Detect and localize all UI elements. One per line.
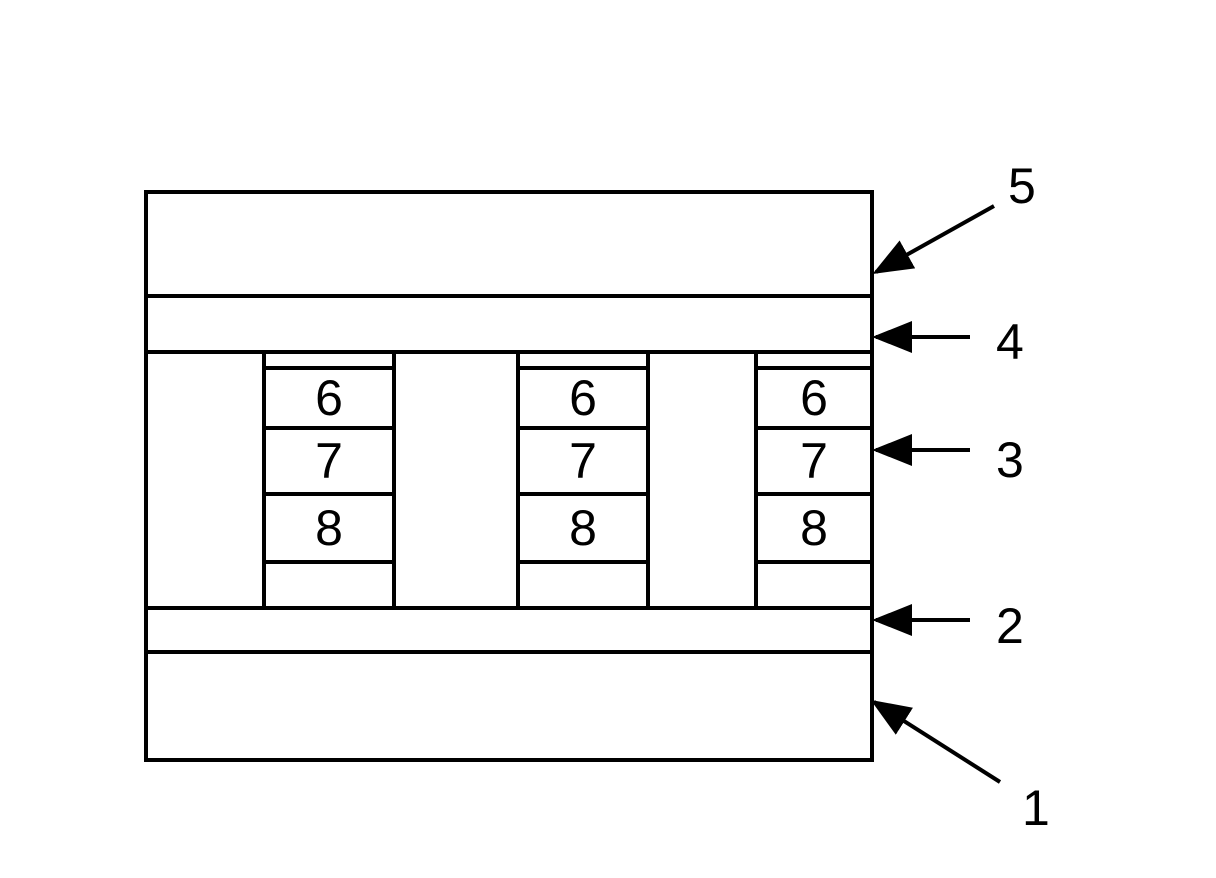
layer-diagram: 6 7 8 6 7 8 6 7 8 5 4 3 2 1 bbox=[0, 0, 1216, 878]
cell-label-6: 6 bbox=[569, 370, 597, 426]
main-box bbox=[146, 192, 872, 760]
cell-label-6: 6 bbox=[315, 370, 343, 426]
callout-label-2: 2 bbox=[996, 598, 1024, 654]
cell-label-8: 8 bbox=[800, 500, 828, 556]
callout-label-3: 3 bbox=[996, 432, 1024, 488]
callout-arrow-5 bbox=[876, 206, 994, 272]
cell-label-6: 6 bbox=[800, 370, 828, 426]
callout-label-4: 4 bbox=[996, 314, 1024, 370]
callout-label-5: 5 bbox=[1008, 158, 1036, 214]
cell-label-7: 7 bbox=[569, 433, 597, 489]
cell-label-8: 8 bbox=[569, 500, 597, 556]
cell-label-7: 7 bbox=[315, 433, 343, 489]
cell-label-8: 8 bbox=[315, 500, 343, 556]
callout-label-1: 1 bbox=[1022, 780, 1050, 836]
callout-arrow-1 bbox=[874, 702, 1000, 782]
cell-label-7: 7 bbox=[800, 433, 828, 489]
